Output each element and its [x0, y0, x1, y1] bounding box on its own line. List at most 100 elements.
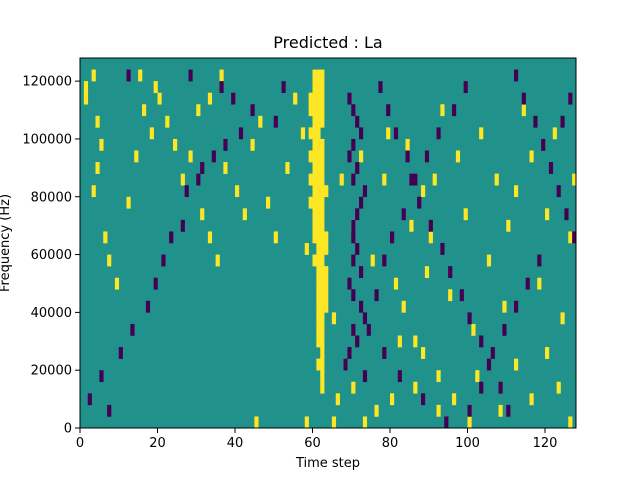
heatmap-cell-high [157, 92, 162, 105]
heatmap-cell-low [362, 312, 368, 325]
heatmap-cell-high [308, 92, 313, 105]
heatmap-cell-high [486, 254, 492, 267]
heatmap-cell-low [498, 381, 503, 394]
heatmap-cell-high [413, 381, 418, 394]
heatmap-cell-high [324, 289, 329, 302]
heatmap-cell-low [99, 370, 104, 383]
heatmap-cell-high [320, 173, 325, 186]
heatmap-cell-high [308, 173, 313, 186]
heatmap-cell-low [424, 150, 430, 163]
heatmap-cell-high [312, 92, 317, 105]
heatmap-cell-low [359, 300, 364, 313]
y-tick-label: 20000 [31, 364, 72, 379]
heatmap-cell-low [486, 358, 492, 371]
heatmap-cell-high [359, 150, 364, 163]
heatmap-cell-low [359, 127, 364, 140]
heatmap-cell-high [335, 393, 340, 406]
heatmap-cell-high [316, 335, 321, 348]
heatmap-cell-low [417, 196, 422, 209]
heatmap-cell-high [312, 219, 317, 232]
heatmap-cell-low [386, 104, 391, 117]
heatmap-cell-low [355, 335, 360, 348]
heatmap-cell-high [188, 150, 193, 163]
heatmap-cell-high [149, 127, 154, 140]
heatmap-cell-low [568, 92, 573, 105]
heatmap-cell-high [91, 185, 96, 198]
plot-area [80, 58, 577, 429]
y-tick-label: 40000 [31, 306, 72, 321]
heatmap-cell-low [231, 92, 236, 105]
heatmap-cell-high [316, 69, 321, 82]
heatmap-cell-high [560, 312, 565, 325]
heatmap-cell-low [548, 162, 554, 174]
heatmap-cell-high [316, 208, 321, 221]
heatmap-cell-high [521, 104, 526, 117]
heatmap-cell-low [463, 81, 468, 93]
heatmap-cell-low [479, 335, 484, 348]
heatmap-cell-high [312, 162, 317, 174]
heatmap-cell-high [316, 150, 321, 163]
heatmap-cell-high [320, 335, 325, 348]
heatmap-cell-low [169, 231, 174, 244]
heatmap-cell-high [397, 335, 402, 348]
heatmap-cell-high [223, 162, 228, 174]
y-tick-label: 80000 [31, 190, 72, 205]
heatmap-cell-low [347, 277, 352, 290]
heatmap-cell-high [320, 162, 325, 174]
heatmap-cell-high [320, 81, 325, 93]
heatmap-cell-low [351, 323, 356, 336]
heatmap-cell-low [393, 127, 399, 140]
heatmap-cell-high [316, 312, 321, 325]
heatmap-cell-high [320, 381, 325, 394]
heatmap-cell-low [572, 231, 577, 244]
heatmap-cell-low [347, 92, 352, 105]
heatmap-cell-high [316, 81, 321, 93]
heatmap-cell-high [440, 104, 445, 117]
heatmap-cell-high [207, 231, 213, 244]
heatmap-cell-high [370, 254, 375, 267]
heatmap-cell-high [196, 104, 201, 117]
heatmap-cell-high [514, 185, 519, 198]
y-axis: 0 20000 40000 60000 80000 100000 120000 [22, 75, 80, 437]
heatmap-cell-high [529, 393, 534, 406]
heatmap-cell-high [200, 208, 205, 221]
heatmap-cell-low [560, 115, 565, 128]
heatmap-cell-low [374, 289, 379, 302]
y-tick-label: 0 [64, 422, 72, 437]
heatmap-cell-low [533, 115, 538, 128]
heatmap-cell-low [273, 115, 278, 128]
heatmap-cell-high [312, 185, 317, 198]
heatmap-cell-low [401, 208, 406, 221]
heatmap-cell-high [312, 69, 317, 82]
heatmap-cell-low [211, 150, 216, 163]
heatmap-cell-high [207, 92, 213, 105]
heatmap-cell-high [316, 266, 321, 278]
heatmap-cell-low [502, 323, 507, 336]
heatmap-cell-high [467, 416, 472, 429]
y-tick-label: 120000 [22, 75, 72, 90]
heatmap-cell-high [266, 196, 271, 209]
heatmap-cell-high [452, 393, 457, 406]
heatmap-cell-low [126, 69, 131, 82]
heatmap-cell-high [324, 185, 329, 198]
x-axis-label: Time step [295, 456, 360, 471]
heatmap-cell-high [316, 300, 321, 313]
heatmap-cell-low [355, 208, 360, 221]
heatmap-cell-low [506, 404, 511, 417]
heatmap-cell-low [223, 138, 228, 151]
heatmap-cell-high [498, 404, 503, 417]
heatmap-cell-high [316, 289, 321, 302]
heatmap-cell-high [99, 138, 104, 151]
heatmap-cell-low [390, 231, 395, 244]
heatmap-cell-high [320, 219, 325, 232]
heatmap-cell-high [138, 69, 143, 82]
heatmap-cell-high [165, 115, 170, 128]
heatmap-cell-high [312, 231, 317, 244]
heatmap-cell-high [304, 416, 309, 429]
heatmap-cell-low [444, 416, 449, 429]
heatmap-cell-low [514, 300, 519, 313]
heatmap-cell-low [452, 104, 457, 117]
heatmap-cell-high [320, 115, 325, 128]
heatmap-cell-high [316, 138, 321, 151]
heatmap-cell-high [316, 104, 321, 117]
